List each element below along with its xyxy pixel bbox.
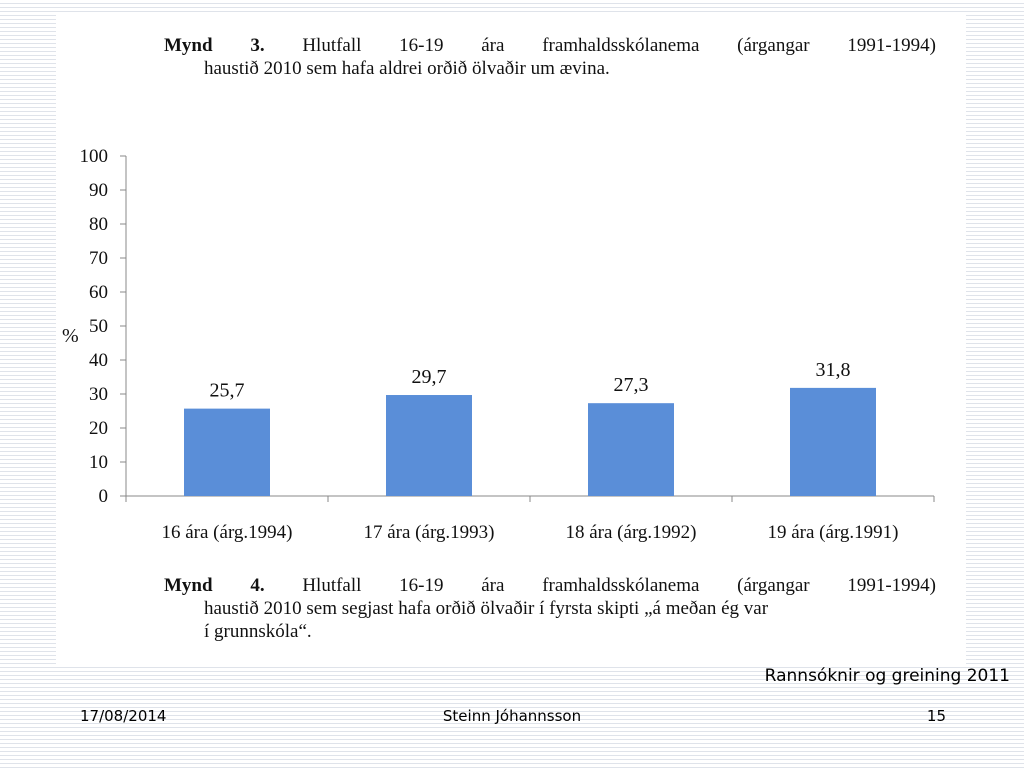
- caption-top-line2: haustið 2010 sem hafa aldrei orðið ölvað…: [204, 58, 610, 79]
- x-tick-label: 17 ára (árg.1993): [363, 522, 494, 543]
- y-tick-label: 60: [89, 282, 108, 303]
- y-tick-label: 10: [89, 452, 108, 473]
- y-axis-label: %: [62, 325, 79, 347]
- figure-caption-bottom: Mynd 4. Hlutfall 16-19 ára framhaldsskól…: [164, 574, 936, 643]
- footer-page-number: 15: [926, 707, 946, 725]
- figure-caption-top: Mynd 3. Hlutfall 16-19 ára framhaldsskól…: [164, 34, 936, 80]
- bar: [588, 403, 674, 496]
- y-tick-label: 70: [89, 248, 108, 269]
- bar-value-label: 31,8: [816, 359, 851, 381]
- caption-bottom-line3: í grunnskóla“.: [204, 621, 312, 642]
- caption-top-line1: Hlutfall 16-19 ára framhaldsskólanema (á…: [302, 35, 936, 56]
- slide-panel: Mynd 3. Hlutfall 16-19 ára framhaldsskól…: [56, 14, 966, 666]
- chart-bars: 25,7 29,7 27,3 31,8: [184, 359, 876, 496]
- footer-author: Steinn Jóhannsson: [442, 707, 582, 725]
- chart-axes: 0 10 20 30 40 50 60 70 80 90 100% 16 ára (árg.1994)…: [62, 146, 935, 543]
- source-note: Rannsóknir og greining 2011: [764, 666, 1010, 686]
- bar: [386, 395, 472, 496]
- y-tick-label: 50: [89, 316, 108, 337]
- y-tick-label: 100: [80, 146, 109, 167]
- bar-value-label: 27,3: [614, 374, 649, 396]
- y-tick-label: 80: [89, 214, 108, 235]
- caption-top-label: Mynd 3.: [164, 35, 265, 56]
- bar: [184, 408, 270, 496]
- caption-bottom-label: Mynd 4.: [164, 575, 265, 596]
- y-tick-label: 40: [89, 350, 108, 371]
- y-tick-label: 90: [89, 180, 108, 201]
- caption-bottom-line1: Hlutfall 16-19 ára framhaldsskólanema (á…: [302, 575, 936, 596]
- caption-bottom-line2: haustið 2010 sem segjast hafa orðið ölva…: [204, 598, 769, 619]
- y-tick-label: 0: [99, 486, 109, 507]
- x-tick-label: 19 ára (árg.1991): [767, 522, 898, 543]
- y-tick-label: 20: [89, 418, 108, 439]
- x-tick-label: 18 ára (árg.1992): [565, 522, 696, 543]
- bar-value-label: 25,7: [210, 380, 245, 402]
- y-tick-label: 30: [89, 384, 108, 405]
- bar-chart: 0 10 20 30 40 50 60 70 80 90 100% 16 ára (árg.1994)…: [62, 146, 935, 543]
- footer-date: 17/08/2014: [80, 707, 167, 725]
- x-tick-label: 16 ára (árg.1994): [161, 522, 292, 543]
- bar: [790, 387, 876, 496]
- bar-value-label: 29,7: [412, 366, 447, 388]
